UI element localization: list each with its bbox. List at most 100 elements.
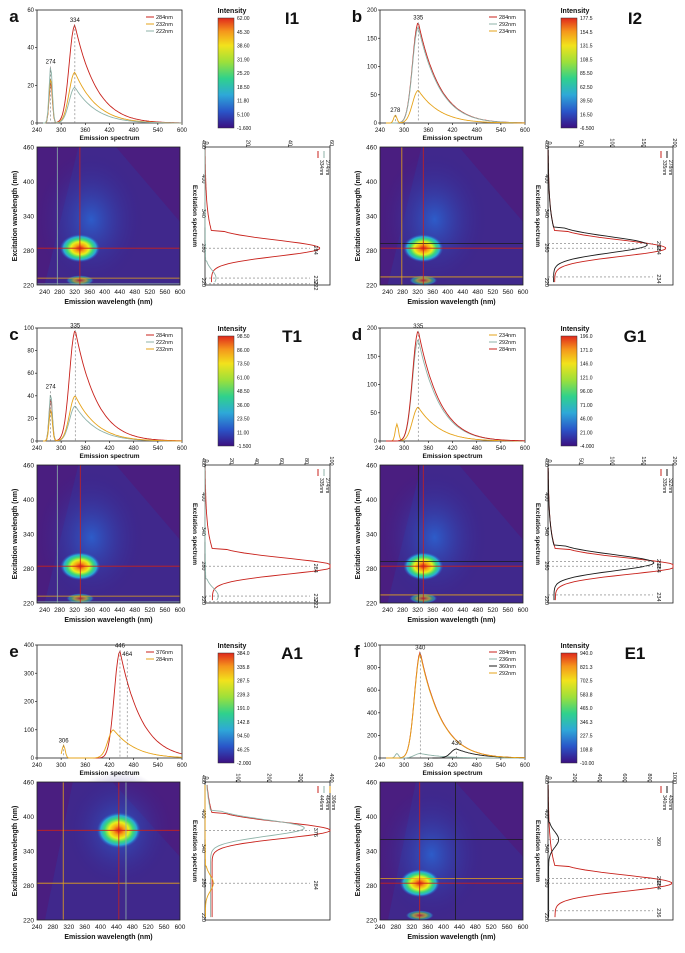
emission-xlabel: Emission spectrum [80,453,140,460]
excitation-chart: 0 20 40 60 220 280 340 400 460 Excitation spectru… [191,140,334,291]
ex-legend-label: 334nm [318,160,324,175]
eem-map: 240 280 320 360 400 440 480 520 560 600 220 280 340 4… [355,780,529,942]
eem-y-tick-label: 340 [23,849,34,856]
eem-x-tick-label: 560 [503,607,514,614]
eem-x-tick-label: 320 [412,607,423,614]
x-tick-label: 360 [80,763,91,769]
ex-peak-label: 284 [312,564,318,573]
peak-label: 446 [115,644,126,650]
x-tick-label: 360 [423,128,434,134]
emission-chart: 240 300 360 420 480 540 600 0 20 40 60 80 100 Emissio… [24,323,188,460]
colorbar-tick-label: 131.5 [580,44,593,50]
eem-x-tick-label: 400 [438,924,449,931]
emission-chart: 240 300 360 420 480 540 600 0 50 100 150 200 Emissio… [367,324,531,460]
eem-y-tick-label: 220 [23,601,34,608]
eem-frame [379,464,524,604]
ex-x-tick-label: 400 [596,773,602,782]
emission-series-222nm [43,68,182,124]
eem-x-tick-label: 360 [422,924,433,931]
colorbar-tick-label: 146.0 [580,362,593,368]
ex-peak-label: 222 [312,281,318,290]
x-tick-label: 360 [80,446,91,452]
x-tick-label: 540 [153,763,164,769]
x-tick-label: 600 [520,446,531,452]
x-tick-label: 420 [447,128,458,134]
colorbar-tick-label: 48.50 [237,389,250,395]
excitation-frame [204,464,331,604]
eem-xlabel: Emission wavelength (nm) [64,617,152,624]
ex-legend-label: 464nm [324,795,330,810]
colorbar-title: Intensity [561,8,590,15]
excitation-series-335nm [547,467,674,601]
eem-x-tick-label: 440 [114,607,125,614]
ex-y-tick-label: 400 [200,809,206,818]
y-tick-label: 0 [374,439,378,445]
eem-x-tick-label: 280 [54,607,65,614]
excitation-ylabel: Excitation spectrum [191,503,198,565]
ex-peak-label: 284 [655,881,661,890]
ex-y-tick-label: 400 [543,492,549,501]
colorbar-tick-label: 11.00 [237,430,249,436]
peak-label: 340 [415,645,426,651]
legend-label: 284nm [499,347,516,353]
eem-glow [376,784,487,925]
y-tick-label: 20 [27,83,34,89]
ex-legend-label: 446nm [318,795,324,810]
x-tick-label: 240 [32,128,43,134]
eem-x-tick-label: 360 [427,607,438,614]
peak-label: 335 [413,15,424,21]
ex-peak-label: 234 [655,592,661,601]
legend-label: 292nm [499,22,516,28]
eem-y-tick-label: 280 [23,248,34,255]
eem-y-tick-label: 460 [366,780,377,787]
eem-x-tick-label: 320 [63,924,74,931]
legend-label: 222nm [156,340,173,346]
excitation-series-430nm [547,784,560,918]
excitation-chart: 0 50 100 150 200 220 280 340 400 460 Excitation sp… [534,138,677,287]
ex-y-tick-label: 400 [543,809,549,818]
ex-y-tick-label: 220 [200,278,206,287]
ex-legend-label: 278nm [667,160,673,175]
eem-x-tick-label: 240 [382,607,393,614]
colorbar-tick-label: 5.100 [237,112,250,118]
eem-x-tick-label: 520 [487,607,498,614]
panel-letter: b [352,7,362,26]
ex-legend-label: 274nm [324,160,330,175]
eem-y-tick-label: 340 [366,214,377,221]
ex-x-tick-label: 100 [609,456,615,465]
x-tick-label: 600 [177,446,188,452]
ex-x-tick-label: 200 [671,456,677,465]
ex-x-tick-label: 100 [609,138,615,147]
ex-y-tick-label: 220 [543,913,549,922]
ex-x-tick-label: 0 [203,141,209,144]
eem-x-tick-label: 400 [442,289,453,296]
eem-x-tick-label: 560 [503,289,514,296]
eem-y-tick-label: 340 [366,532,377,539]
y-tick-label: 200 [367,733,378,739]
excitation-chart: 0 100 200 300 400 220 280 340 400 460 Excitation s… [191,773,336,922]
colorbar-tick-label: 940.0 [580,651,593,657]
y-tick-label: 60 [27,8,34,14]
ex-legend-label: 340nm [661,795,667,810]
colorbar-title: Intensity [561,643,590,650]
x-tick-label: 240 [375,446,386,452]
eem-frame [36,146,181,286]
ex-y-tick-label: 280 [543,561,549,570]
colorbar-gradient [560,335,578,447]
eem-y-tick-label: 280 [23,566,34,573]
ex-y-tick-label: 220 [543,278,549,287]
eem-ylabel: Excitation wavelength (nm) [12,489,19,580]
ex-peak-label: 292 [655,559,661,568]
x-tick-label: 540 [496,763,507,769]
emission-xlabel: Emission spectrum [423,770,483,777]
colorbar-tick-label: 71.00 [580,403,593,409]
eem-x-tick-label: 240 [375,924,386,931]
ex-x-tick-label: 50 [577,140,583,146]
x-tick-label: 360 [80,128,91,134]
ex-x-tick-label: 0 [203,459,209,462]
colorbar-gradient [217,335,235,447]
eem-x-tick-label: 520 [143,924,154,931]
peak-label: 430 [452,741,463,747]
eem-y-tick-label: 400 [366,497,377,504]
